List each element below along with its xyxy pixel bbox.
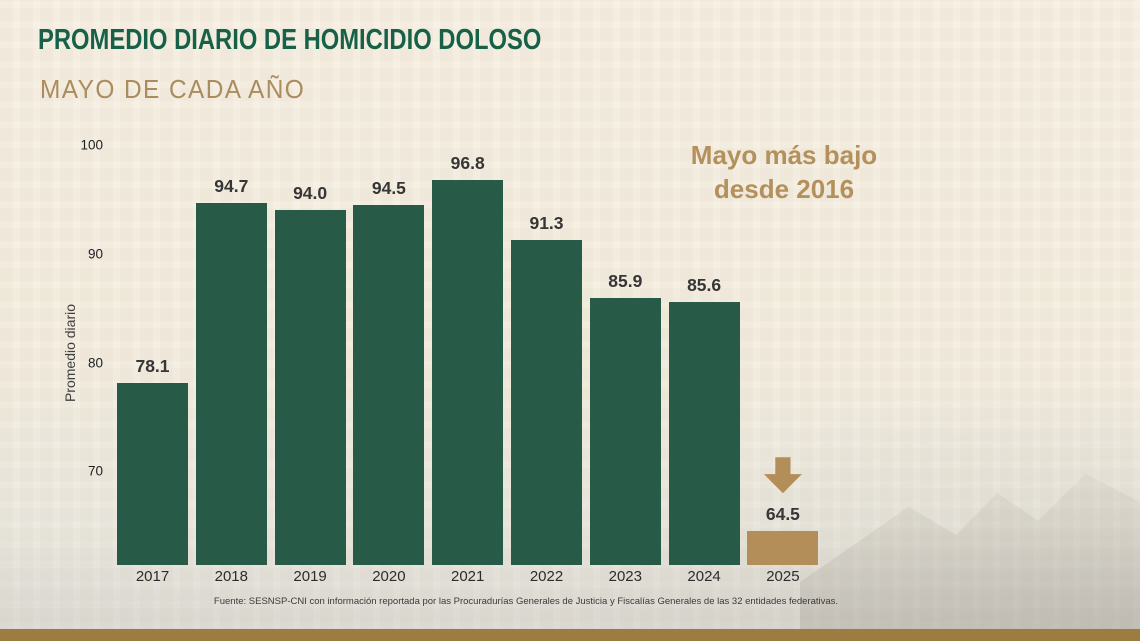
page-title: PROMEDIO DIARIO DE HOMICIDIO DOLOSO	[38, 24, 542, 56]
bar-2019	[274, 210, 346, 565]
y-tick-100: 100	[80, 137, 103, 153]
x-axis-label-2022: 2022	[529, 568, 564, 585]
x-axis-label-2018: 2018	[214, 568, 248, 585]
bar-value-2020: 94.5	[371, 177, 406, 198]
x-axis-label-2019: 2019	[293, 568, 327, 585]
bar-2017	[117, 383, 188, 565]
source-note: Fuente: SESNSP-CNI con información repor…	[213, 596, 839, 607]
mountains-watermark	[800, 473, 1140, 629]
bar-2020	[353, 204, 425, 565]
annotation-line2: desde 2016	[713, 174, 855, 204]
bar-2023	[589, 298, 661, 565]
x-axis-label-2017: 2017	[135, 568, 170, 585]
bar-2018	[195, 202, 267, 565]
x-axis-label-2024: 2024	[687, 568, 721, 585]
x-axis-label-2020: 2020	[372, 568, 406, 585]
x-axis-label-2023: 2023	[608, 568, 642, 585]
x-axis-label-2025: 2025	[766, 568, 800, 585]
bar-value-2021: 96.8	[450, 152, 485, 173]
bar-value-2024: 85.6	[687, 274, 722, 295]
bar-2022	[511, 239, 582, 565]
bar-2025	[747, 531, 819, 565]
bar-2024	[668, 301, 740, 565]
bar-value-2025: 64.5	[765, 504, 800, 525]
annotation: Mayo más bajo desde 2016	[660, 138, 908, 206]
bar-value-2023: 85.9	[608, 271, 643, 292]
y-axis-label: Promedio diario	[62, 303, 78, 403]
page-subtitle: MAYO DE CADA AÑO	[40, 74, 306, 104]
y-tick-70: 70	[87, 463, 103, 479]
bottom-gold-stripe	[0, 629, 1140, 641]
y-tick-90: 90	[87, 246, 103, 262]
bar-value-2022: 91.3	[529, 212, 564, 233]
y-tick-80: 80	[87, 355, 103, 371]
annotation-line1: Mayo más bajo	[690, 140, 878, 170]
bar-2021	[432, 179, 504, 565]
bar-value-2018: 94.7	[214, 175, 249, 196]
x-axis-label-2021: 2021	[451, 568, 485, 585]
bar-value-2019: 94.0	[293, 183, 328, 204]
bar-value-2017: 78.1	[135, 356, 170, 377]
down-arrow-icon	[763, 457, 802, 494]
